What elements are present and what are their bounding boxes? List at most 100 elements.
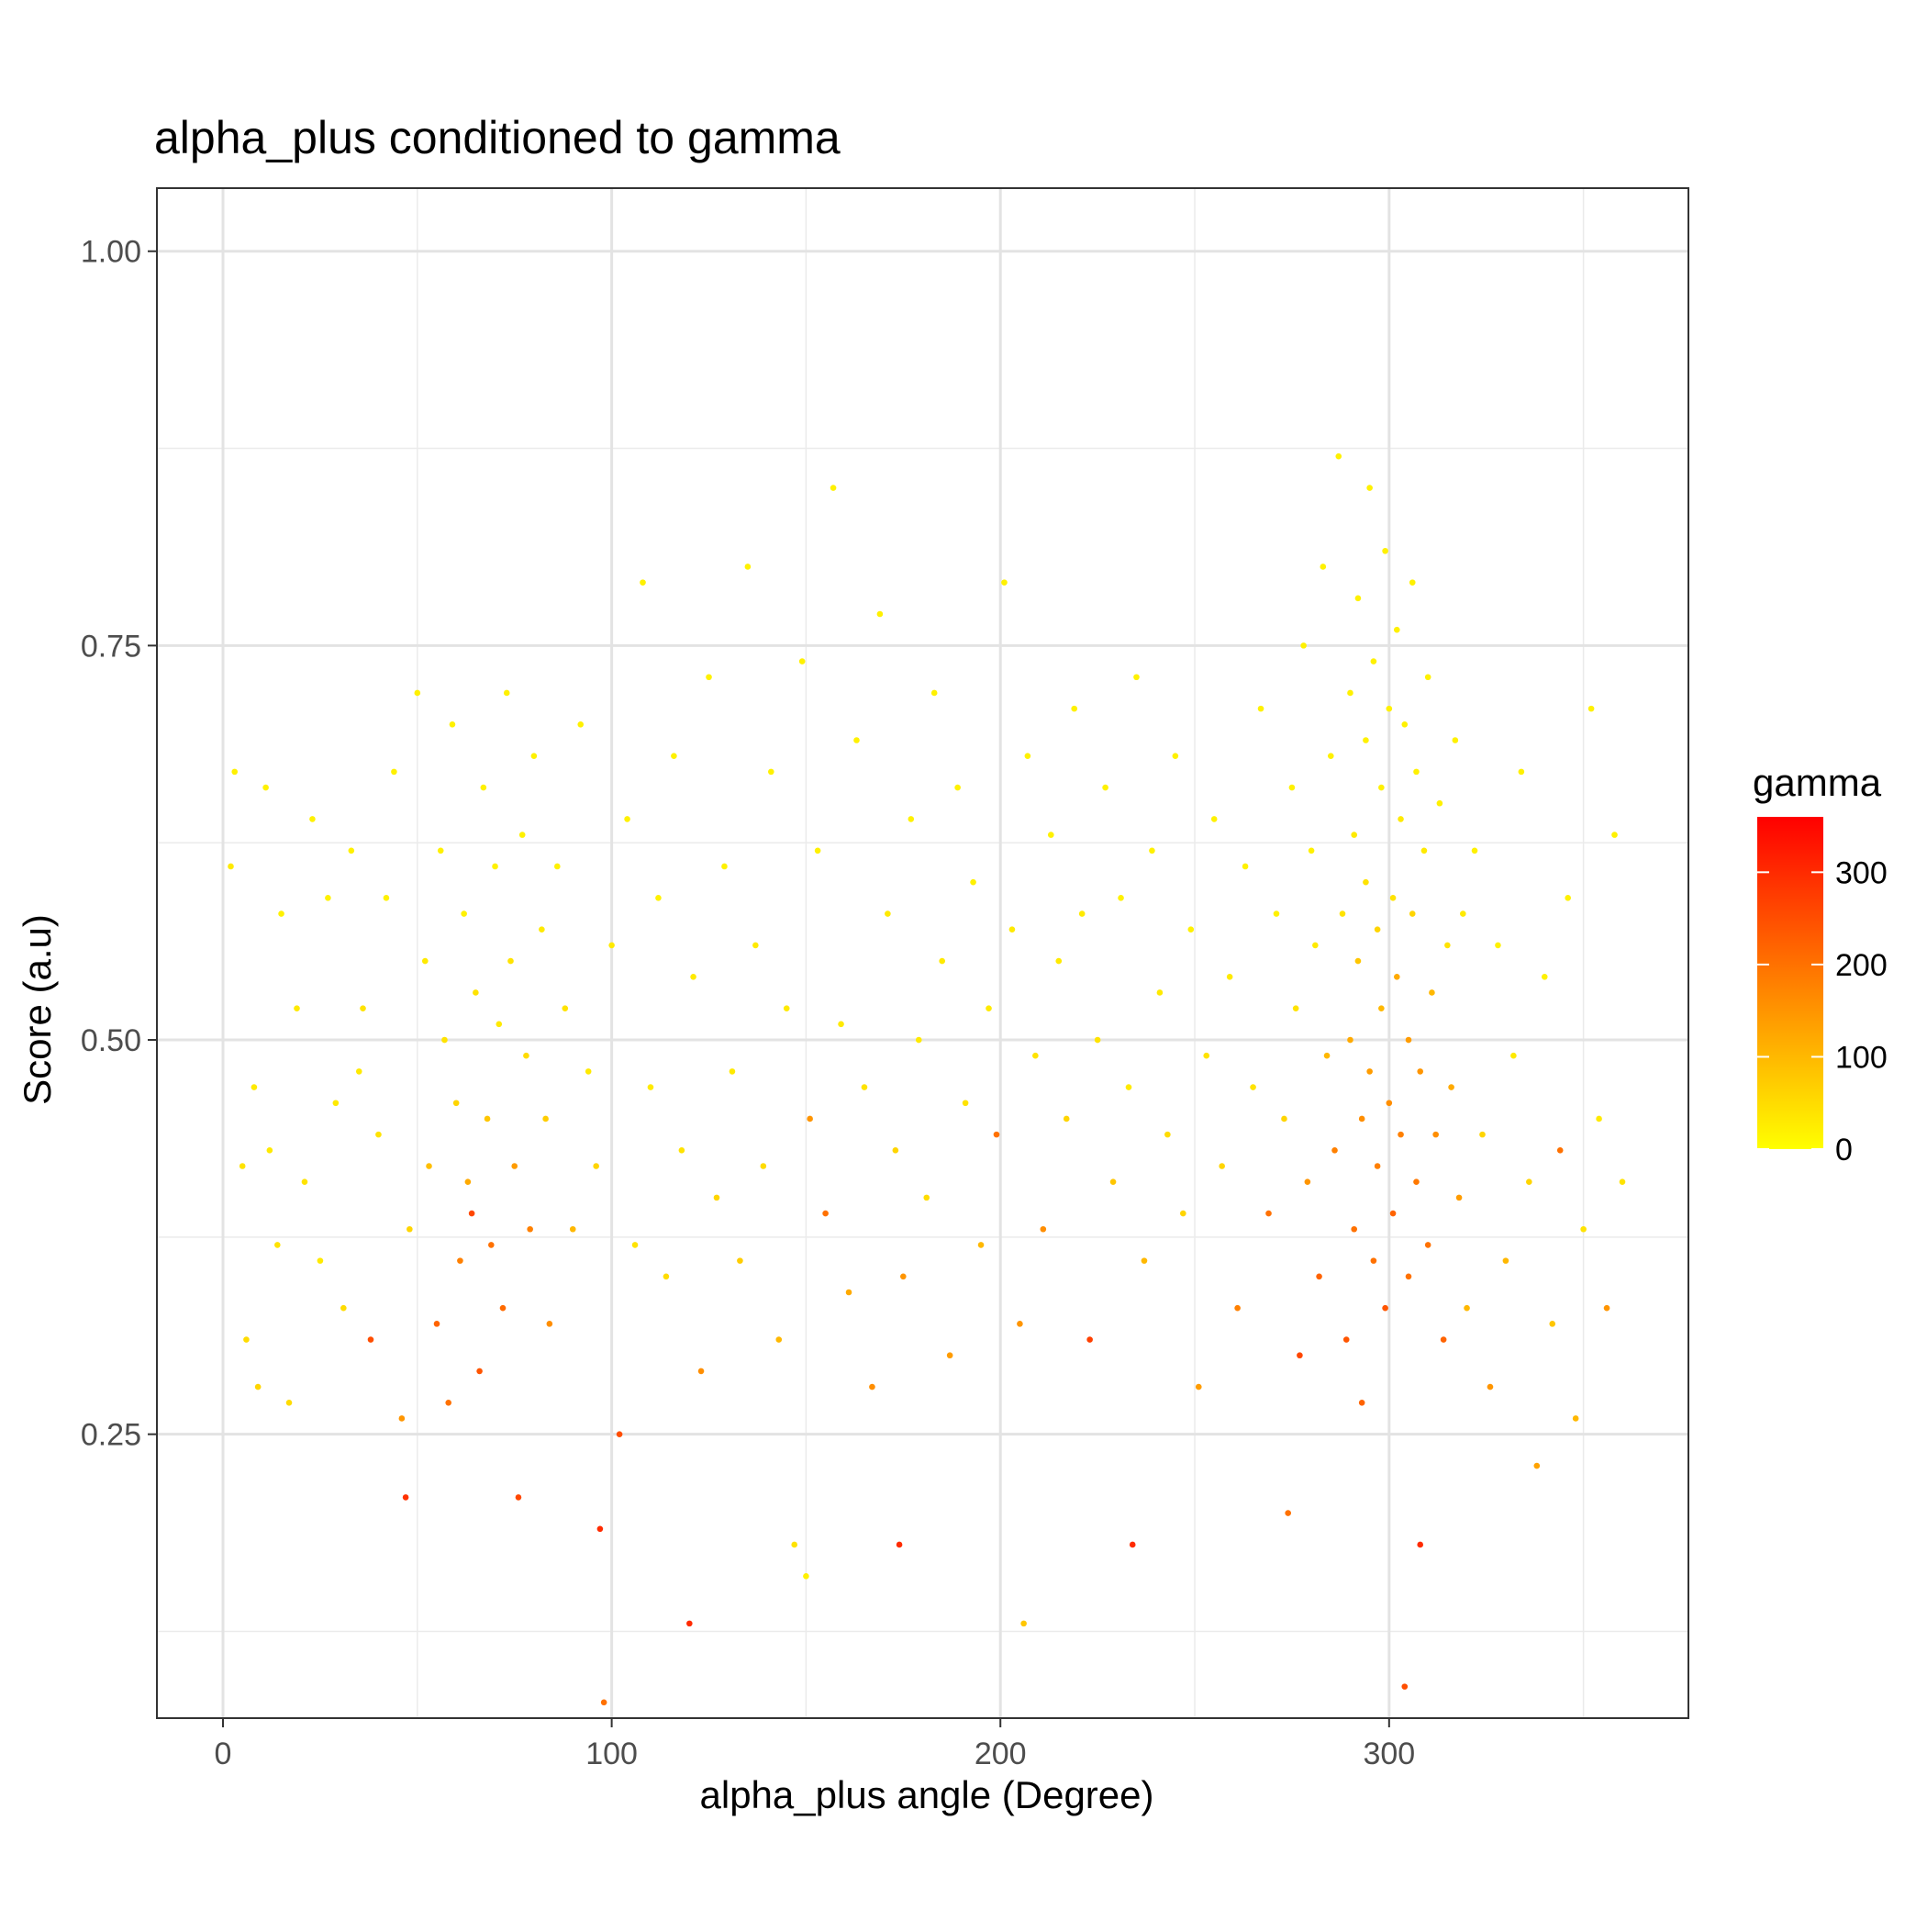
- data-point: [1071, 705, 1078, 712]
- data-point: [1580, 1225, 1587, 1233]
- data-point: [744, 564, 752, 570]
- data-point: [1401, 721, 1409, 728]
- data-point: [686, 1620, 693, 1627]
- data-point: [853, 737, 860, 743]
- data-point: [1320, 564, 1327, 570]
- data-point: [1156, 989, 1164, 996]
- data-point: [1312, 942, 1319, 949]
- data-point: [530, 753, 538, 759]
- data-point: [962, 1100, 969, 1107]
- data-point: [278, 910, 284, 917]
- data-point: [1347, 689, 1353, 697]
- data-point: [1382, 547, 1388, 554]
- data-point: [1141, 1257, 1148, 1264]
- data-point: [1533, 1462, 1541, 1469]
- data-point: [1393, 626, 1400, 633]
- data-point: [915, 1036, 922, 1044]
- data-point: [1487, 1383, 1494, 1390]
- data-point: [1440, 1336, 1447, 1343]
- y-axis: 0.25 0.50 0.75 1.00: [81, 235, 157, 1453]
- data-point: [1405, 1273, 1412, 1280]
- data-point: [1288, 784, 1296, 791]
- data-point: [243, 1336, 250, 1343]
- x-tick-label: 200: [975, 1737, 1027, 1771]
- data-point: [690, 973, 696, 980]
- data-point: [473, 989, 479, 996]
- data-point: [729, 1068, 736, 1075]
- data-point: [1172, 753, 1179, 759]
- data-point: [783, 1005, 790, 1011]
- data-point: [845, 1289, 852, 1296]
- legend-tick-label: 100: [1835, 1040, 1888, 1075]
- data-point: [791, 1541, 798, 1548]
- data-point: [876, 610, 884, 618]
- data-point: [946, 1352, 953, 1359]
- data-point: [1358, 1115, 1365, 1122]
- data-point: [1187, 926, 1195, 933]
- data-point: [360, 1005, 366, 1011]
- data-point: [1370, 1257, 1377, 1264]
- data-point: [1242, 863, 1249, 870]
- data-point: [325, 895, 331, 901]
- data-point: [1444, 942, 1451, 949]
- y-tick-label: 0.75: [81, 629, 141, 664]
- data-point: [1464, 1304, 1470, 1312]
- data-point: [1351, 1225, 1358, 1233]
- grid: [157, 188, 1688, 1718]
- data-point: [1363, 878, 1369, 886]
- data-point: [1040, 1225, 1047, 1233]
- data-point: [542, 1115, 549, 1122]
- data-point: [1565, 895, 1571, 901]
- data-point: [1366, 1068, 1373, 1075]
- data-point: [1300, 642, 1307, 649]
- data-point: [861, 1084, 868, 1090]
- data-point: [1401, 1683, 1409, 1690]
- data-point: [1195, 1383, 1202, 1390]
- data-point: [452, 1100, 460, 1107]
- data-point: [697, 1368, 705, 1375]
- data-point: [1094, 1036, 1101, 1044]
- data-point: [1413, 1178, 1420, 1185]
- data-point: [1226, 973, 1233, 980]
- data-point: [1024, 753, 1031, 759]
- data-point: [1366, 485, 1373, 491]
- data-point: [1556, 1147, 1564, 1154]
- data-point: [1001, 579, 1008, 586]
- data-point: [1164, 1131, 1171, 1138]
- data-point: [752, 942, 759, 949]
- data-point: [923, 1194, 930, 1201]
- data-point: [1389, 895, 1397, 901]
- data-point: [1374, 1163, 1381, 1169]
- data-point: [457, 1257, 463, 1264]
- data-point: [1055, 957, 1063, 965]
- x-tick-label: 0: [215, 1737, 232, 1771]
- data-point: [1250, 1084, 1256, 1090]
- data-point: [737, 1257, 743, 1264]
- data-point: [398, 1415, 406, 1422]
- data-point: [355, 1068, 362, 1075]
- data-point: [1358, 1399, 1365, 1406]
- data-point: [1495, 942, 1501, 949]
- data-point: [317, 1257, 324, 1264]
- data-point: [445, 1399, 452, 1406]
- data-point: [1603, 1304, 1610, 1312]
- data-point: [262, 784, 269, 791]
- data-point: [775, 1336, 783, 1343]
- data-point: [1436, 799, 1443, 807]
- data-point: [1432, 1131, 1439, 1138]
- data-point: [616, 1431, 623, 1437]
- data-point: [1354, 595, 1362, 602]
- data-point: [464, 1178, 472, 1185]
- data-point: [1596, 1115, 1602, 1122]
- data-point: [1210, 816, 1218, 822]
- y-tick-label: 0.25: [81, 1418, 141, 1453]
- data-point: [367, 1336, 374, 1343]
- data-point: [896, 1541, 903, 1548]
- legend-tick-label: 0: [1835, 1133, 1853, 1167]
- data-point: [624, 816, 630, 822]
- data-point: [1448, 1084, 1454, 1090]
- data-point: [228, 863, 234, 870]
- data-point: [1008, 926, 1016, 933]
- data-point: [511, 1163, 518, 1169]
- data-point: [449, 721, 456, 728]
